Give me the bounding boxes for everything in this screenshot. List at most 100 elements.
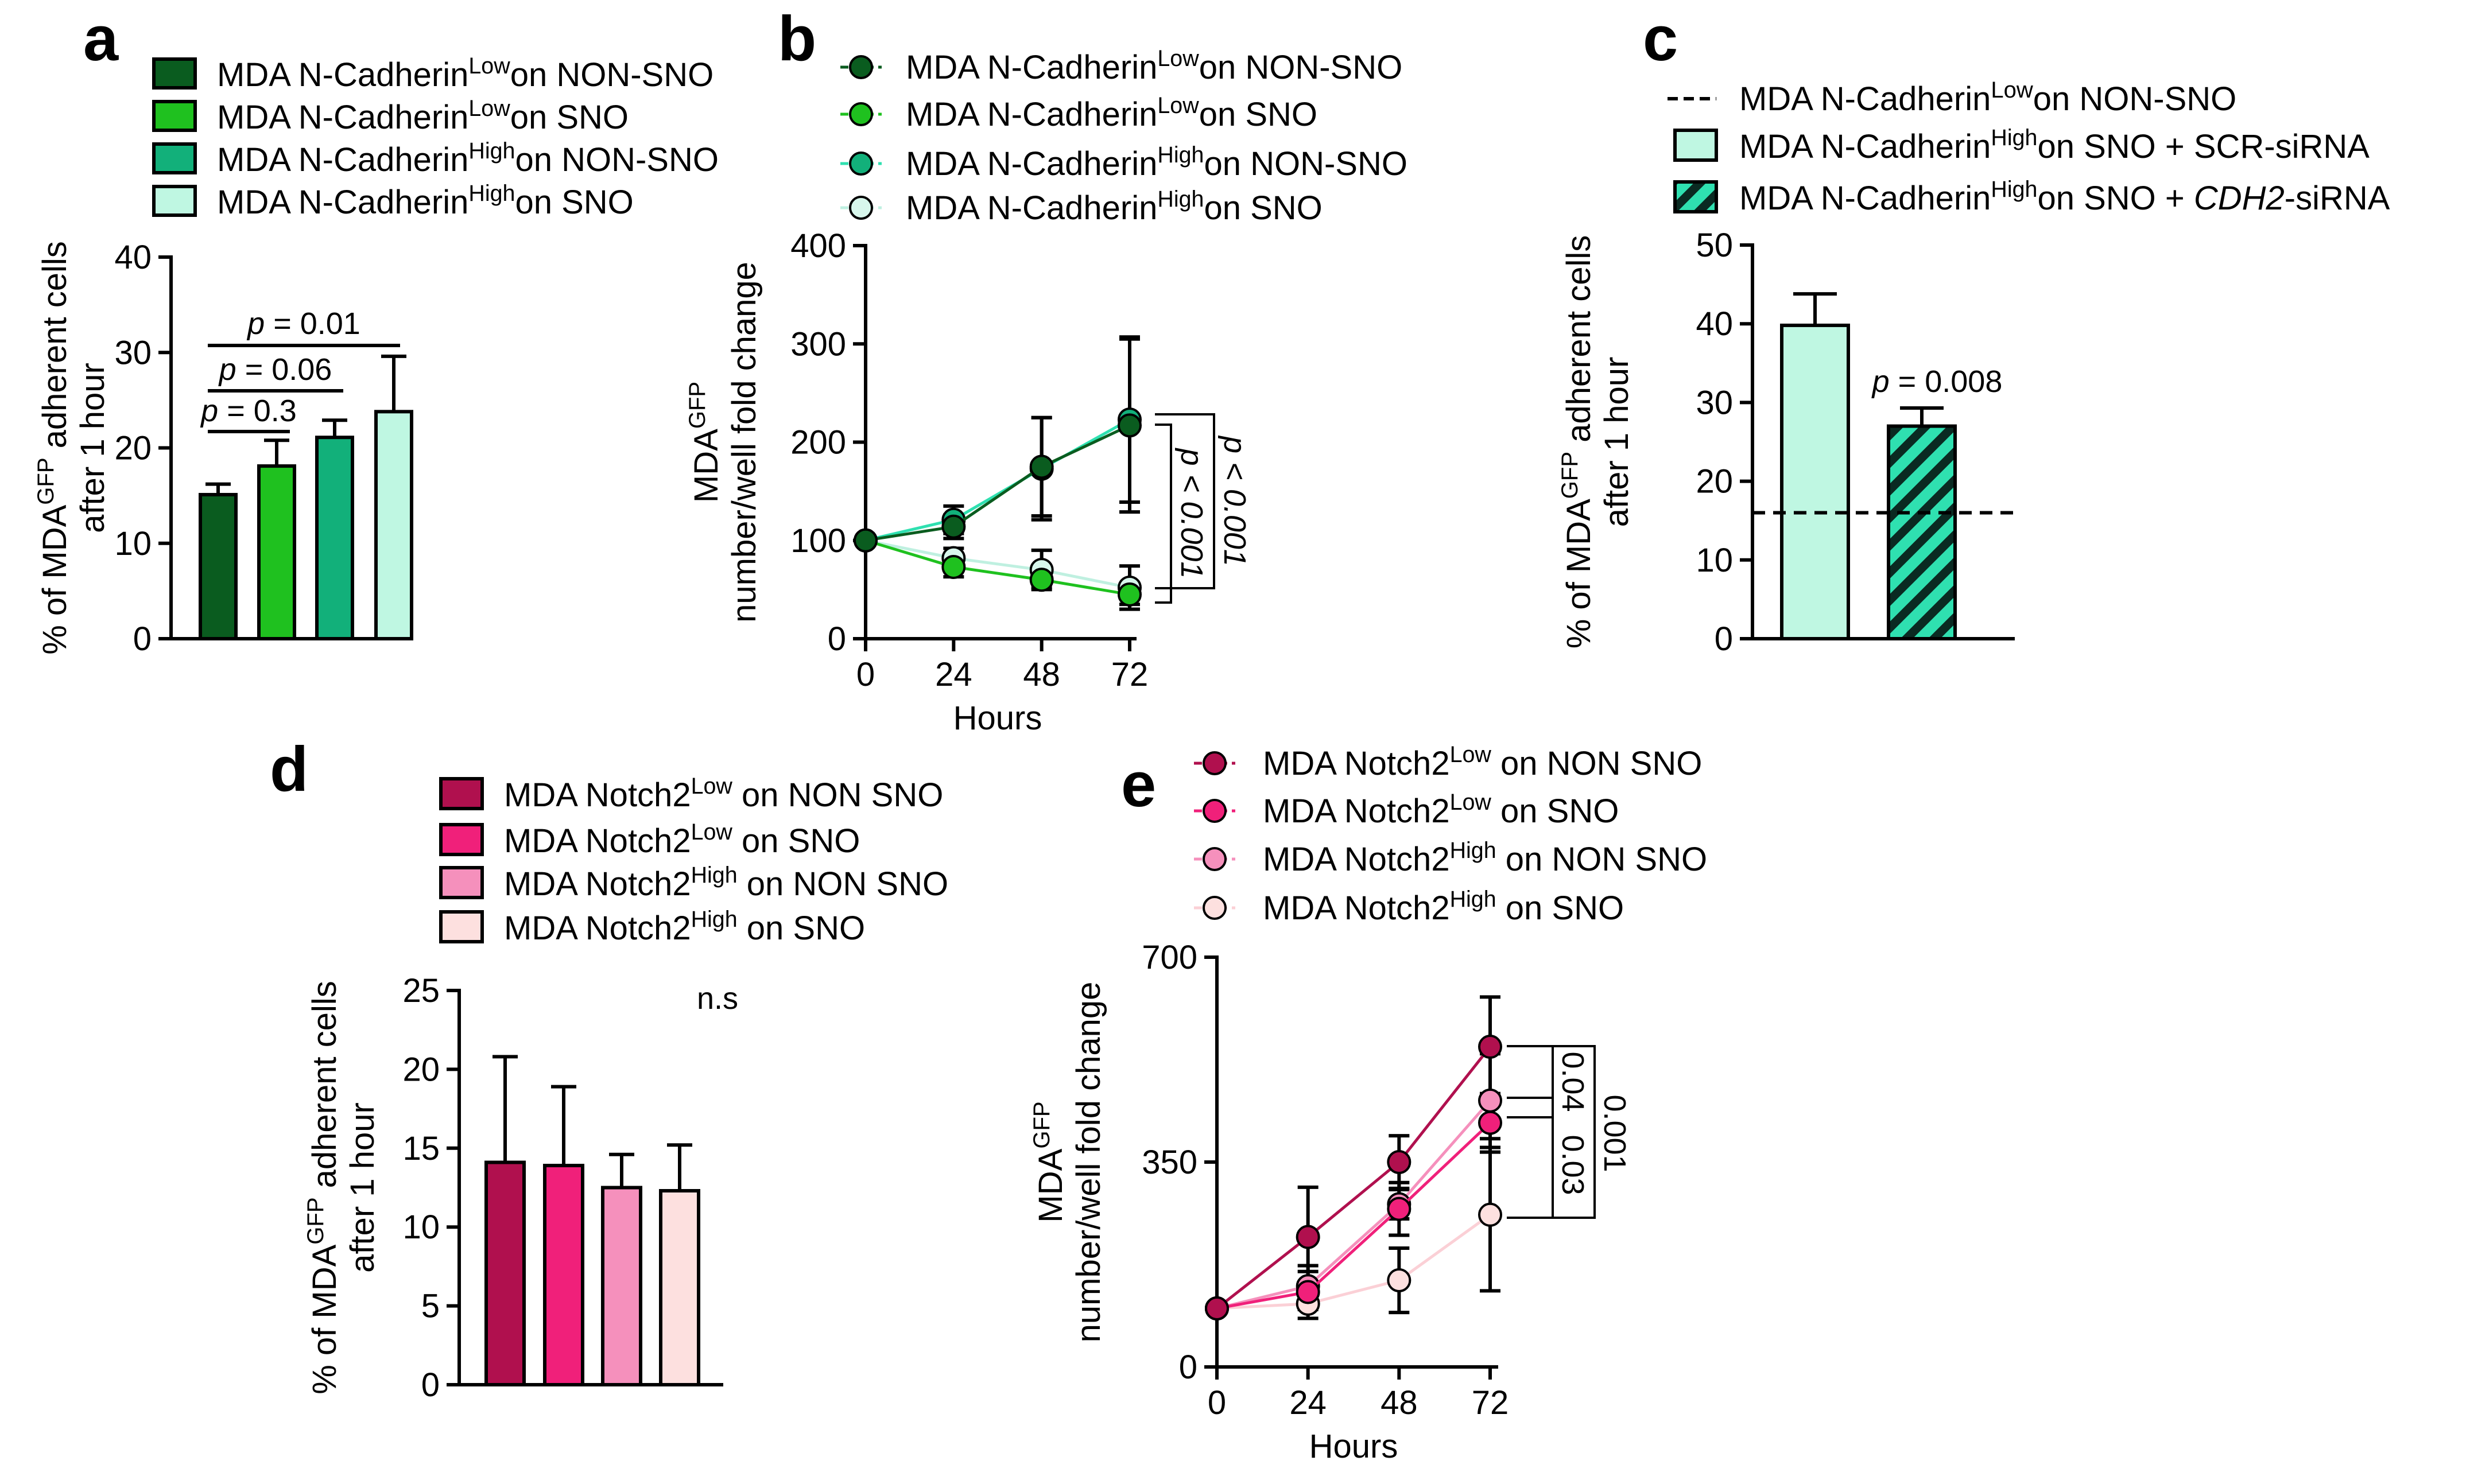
legend-swatch: [152, 185, 197, 217]
significance-bracket: [1155, 424, 1172, 604]
y-tick-label: 400: [790, 227, 846, 265]
legend-item: MDA Notch2Low on SNO: [1194, 790, 1619, 830]
text-span: Low: [468, 96, 510, 121]
bar: [374, 410, 413, 640]
series-line: [1216, 1121, 1491, 1310]
text-span: MDA N-Cadherin: [217, 99, 468, 136]
text-span: adherent cells: [306, 981, 343, 1197]
data-point: [1205, 1296, 1229, 1320]
panel-letter-a: a: [83, 3, 119, 74]
text-span: MDA: [688, 429, 725, 503]
bar: [257, 464, 296, 641]
text-span: MDA N-Cadherin: [217, 141, 468, 178]
bracket-label: 0.03: [1556, 1135, 1590, 1195]
legend-label: MDA Notch2High on NON SNO: [504, 863, 948, 903]
y-axis-title-line2: after 1 hour: [1598, 357, 1635, 527]
p-value-label: p = 0.008: [1871, 364, 2003, 399]
text-span: on SNO: [732, 822, 860, 860]
data-point: [1478, 1202, 1502, 1227]
text-span: = 0.008: [1890, 364, 2003, 399]
data-point: [1118, 582, 1142, 607]
text-span: High: [1991, 177, 2037, 202]
y-tick-label: 20: [114, 430, 152, 467]
x-tick-label: 48: [1023, 656, 1060, 693]
text-span: on SNO: [1199, 96, 1317, 133]
y-axis-title-line2: number/well fold change: [726, 262, 763, 623]
text-span: on SNO: [510, 99, 629, 136]
text-span: p: [246, 306, 265, 341]
data-point: [1118, 413, 1142, 438]
y-tick-label: 100: [790, 522, 846, 560]
series-line: [865, 418, 1131, 542]
data-point: [1478, 1088, 1502, 1113]
text-span: Low: [691, 819, 733, 845]
text-span: on SNO: [1204, 189, 1322, 227]
legend-label: MDA N-CadherinHighon SNO: [217, 181, 634, 221]
legend-label: MDA N-CadherinHighon SNO + SCR-siRNA: [1739, 125, 2370, 165]
text-span: on SNO: [1491, 792, 1619, 830]
series-line: [865, 424, 1131, 542]
text-span: on SNO: [738, 910, 865, 947]
text-span: Low: [1450, 742, 1492, 767]
legend-item: MDA N-CadherinLowon SNO: [840, 93, 1317, 133]
text-span: p: [218, 352, 236, 387]
legend-label: MDA N-CadherinHighon SNO: [906, 187, 1323, 227]
text-span: on SNO: [515, 184, 633, 221]
legend-label: MDA N-CadherinLowon NON-SNO: [906, 46, 1402, 86]
text-span: GFP: [33, 457, 59, 504]
y-tick-label: 20: [1696, 463, 1733, 500]
data-point: [1478, 1110, 1502, 1135]
y-tick-label: 200: [790, 424, 846, 461]
data-point: [1029, 568, 1054, 592]
legend-swatch: [439, 777, 484, 810]
text-span: MDA Notch2: [504, 910, 691, 947]
text-span: MDA Notch2: [1263, 792, 1450, 830]
legend-item: MDA N-CadherinLowon NON-SNO: [840, 46, 1402, 86]
y-tick-label: 0: [1715, 620, 1733, 658]
x-axis-title: Hours: [953, 700, 1042, 737]
text-span: adherent cells: [36, 241, 73, 457]
text-span: High: [468, 181, 515, 206]
data-point: [941, 554, 966, 579]
y-axis-title: MDAGFP number/well fold change: [1029, 982, 1107, 1343]
legend-swatch: [1673, 180, 1718, 213]
series-line: [865, 539, 1130, 596]
text-span: MDA Notch2: [504, 822, 691, 860]
series-line: [865, 539, 1130, 589]
y-axis-title: % of MDAGFP adherent cells after 1 hour: [33, 241, 111, 655]
y-axis-title-line1: % of MDAGFP adherent cells: [1557, 235, 1597, 649]
legend-marker: [849, 151, 873, 176]
ns-label: n.s: [697, 981, 738, 1016]
x-tick-label: 24: [935, 656, 972, 693]
text-span: MDA Notch2: [1263, 745, 1450, 782]
text-span: on NON SNO: [732, 776, 943, 814]
panel-letter-c: c: [1643, 3, 1678, 74]
text-span: MDA N-Cadherin: [217, 56, 468, 94]
text-span: MDA N-Cadherin: [906, 189, 1157, 227]
y-tick-label: 10: [114, 525, 152, 562]
y-axis-title-line2: after 1 hour: [344, 1102, 381, 1273]
significance-bracket: [1507, 1097, 1554, 1219]
y-tick-label: 0: [1179, 1349, 1197, 1386]
bracket-label: 0.04: [1556, 1051, 1590, 1112]
text-span: CDH2: [2194, 180, 2285, 217]
data-point: [1387, 1150, 1412, 1174]
panel-letter-e: e: [1121, 749, 1156, 820]
text-span: High: [691, 863, 738, 888]
legend-label: MDA N-CadherinLowon SNO: [217, 96, 629, 136]
legend-marker: [849, 196, 873, 220]
text-span: High: [1450, 838, 1496, 863]
y-tick-label: 40: [1696, 305, 1733, 343]
y-tick-label: 5: [421, 1288, 440, 1325]
p-value-label: p = 0.3: [200, 394, 297, 428]
text-span: = 0.3: [218, 394, 297, 428]
text-span: p: [1871, 364, 1890, 399]
y-axis-title-line2: number/well fold change: [1070, 982, 1107, 1343]
bracket-label: p < 0.001: [1217, 435, 1252, 566]
x-tick-label: 0: [1208, 1384, 1226, 1421]
p-value-label: 0.001: [1597, 1094, 1632, 1172]
legend-marker: [849, 102, 873, 126]
text-span: MDA Notch2: [1263, 841, 1450, 878]
text-span: on SNO: [1496, 889, 1624, 927]
